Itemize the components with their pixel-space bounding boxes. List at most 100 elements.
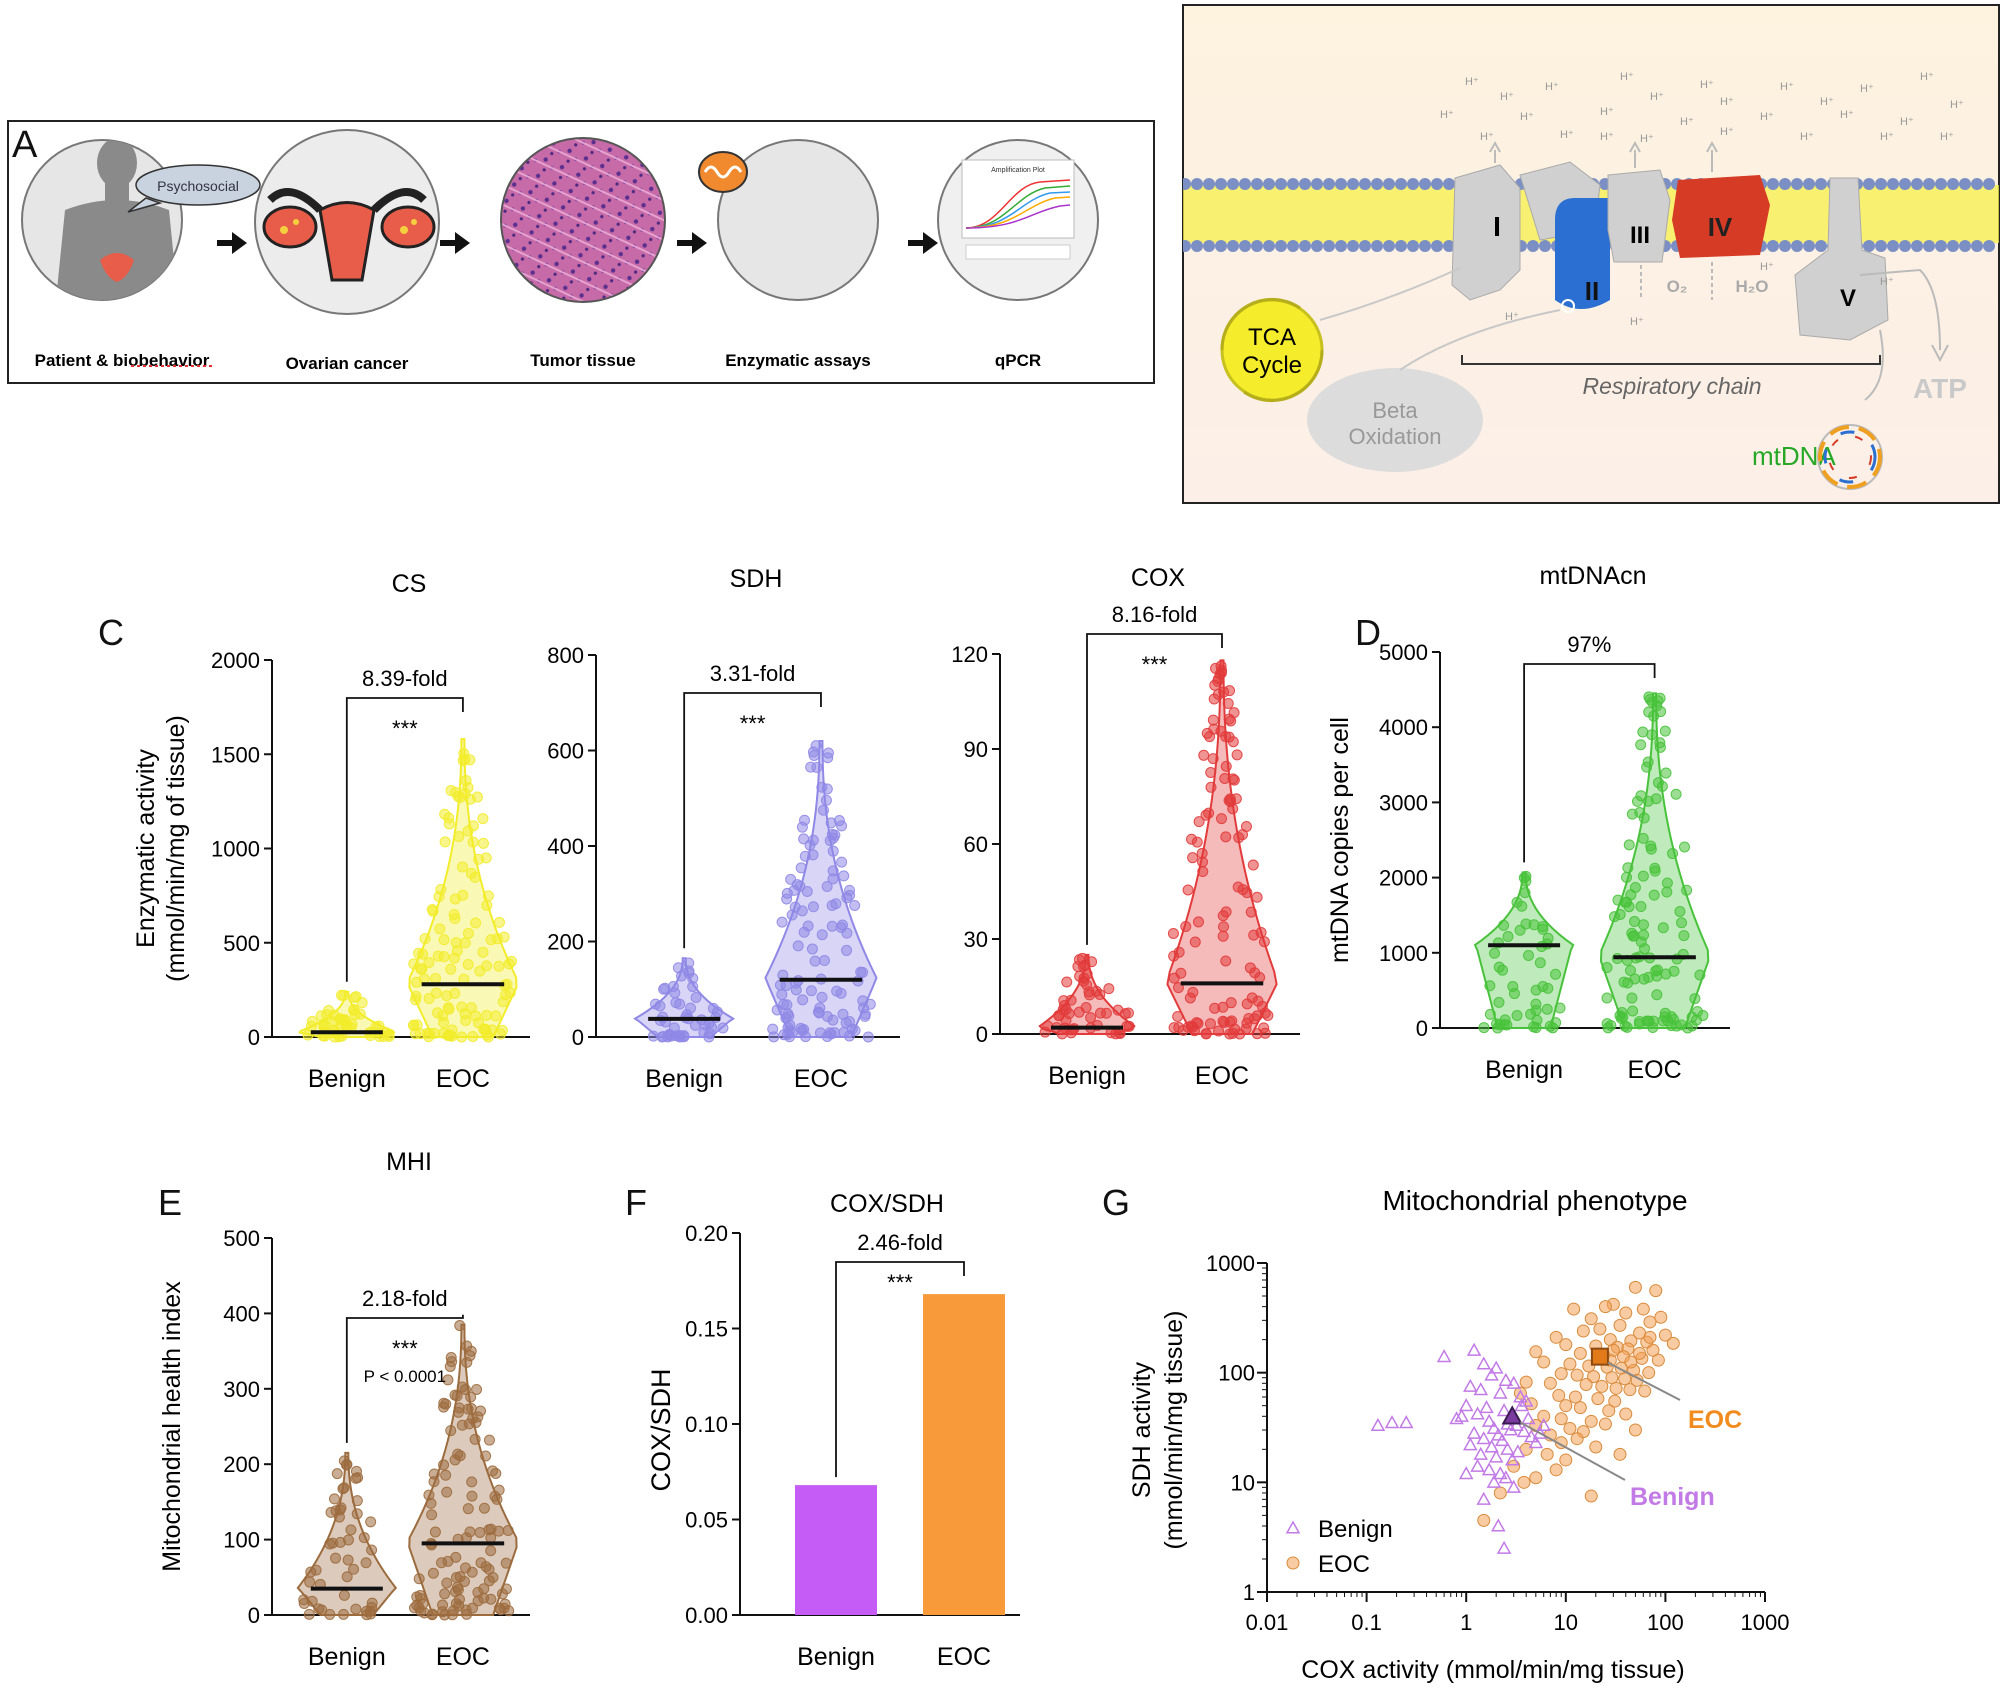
centroid-benign: [1501, 1405, 1523, 1425]
data-point: [438, 1027, 450, 1039]
lipid-head: [1539, 240, 1551, 252]
proton-label: H⁺: [1630, 316, 1644, 328]
lipid-head: [1191, 178, 1203, 190]
data-point: [1168, 950, 1180, 962]
tca-cycle-icon: [1220, 297, 1324, 403]
data-point: [789, 901, 801, 913]
data-point-eoc: [1649, 1284, 1663, 1298]
data-point-eoc: [1537, 1355, 1551, 1369]
data-point-eoc: [1643, 1315, 1657, 1329]
data-point: [829, 1027, 841, 1039]
data-point: [1205, 766, 1217, 778]
data-point: [1237, 884, 1249, 896]
x-category-label: Benign: [1485, 1056, 1563, 1084]
data-point: [462, 927, 474, 939]
data-point-benign: [1481, 1462, 1497, 1476]
data-point: [1167, 927, 1179, 939]
data-point: [462, 825, 474, 837]
lipid-head: [1419, 240, 1431, 252]
data-point-benign: [1458, 1398, 1474, 1412]
data-point-benign: [1463, 1378, 1478, 1392]
data-point: [1657, 922, 1669, 934]
proton-label: H⁺: [1640, 133, 1654, 145]
data-point: [408, 1019, 420, 1031]
psychosocial-bubble-label: Psychosocial: [157, 178, 239, 194]
data-point: [1231, 749, 1243, 761]
significance-bracket: [1523, 663, 1656, 863]
data-point: [452, 790, 464, 802]
data-point: [821, 783, 833, 795]
lipid-head: [1419, 178, 1431, 190]
data-point-eoc: [1643, 1330, 1657, 1344]
data-point-benign: [1516, 1424, 1532, 1438]
data-point: [1601, 962, 1613, 974]
fold-change-label: 8.16-fold: [1112, 602, 1198, 627]
data-point: [1251, 891, 1263, 903]
data-point: [1094, 1007, 1106, 1019]
data-point-benign: [1496, 1540, 1512, 1554]
bar-eoc: [923, 1294, 1005, 1615]
data-point: [690, 991, 702, 1003]
data-point: [849, 899, 861, 911]
data-point: [1255, 927, 1267, 939]
data-point: [435, 883, 447, 895]
data-point-eoc: [1642, 1366, 1656, 1380]
data-point: [1621, 871, 1633, 883]
data-point: [1220, 760, 1232, 772]
lipid-head: [1779, 240, 1791, 252]
data-point: [1223, 713, 1235, 725]
data-point: [1080, 1001, 1092, 1013]
data-point-benign: [1398, 1415, 1414, 1429]
data-point: [428, 1468, 440, 1480]
lipid-head: [1263, 240, 1275, 252]
lipid-head: [1251, 178, 1263, 190]
lipid-head: [1791, 178, 1803, 190]
data-point: [1641, 761, 1653, 773]
data-point: [1681, 884, 1693, 896]
data-point: [1629, 916, 1641, 928]
chart-title: mtDNAcn: [1540, 562, 1647, 590]
significance-stars: ***: [1142, 652, 1168, 677]
data-point: [1057, 1004, 1069, 1016]
y-tick-label: 0.15: [685, 1317, 728, 1342]
data-point: [461, 1340, 473, 1352]
data-point: [421, 1027, 433, 1039]
data-point-benign: [1488, 1449, 1504, 1463]
lipid-head: [1983, 178, 1995, 190]
data-point: [454, 1320, 466, 1332]
data-point: [1180, 920, 1192, 932]
lipid-head: [1875, 178, 1887, 190]
y-tick-label: 30: [964, 927, 988, 952]
data-point: [306, 1015, 318, 1027]
data-point: [1654, 692, 1666, 704]
data-point-benign: [1449, 1411, 1464, 1425]
data-point: [349, 992, 361, 1004]
data-point: [1542, 932, 1554, 944]
proton-label: H⁺: [1560, 129, 1574, 141]
data-point: [1192, 916, 1204, 928]
data-point-eoc: [1646, 1343, 1660, 1357]
data-point: [500, 1557, 512, 1569]
data-point: [1207, 714, 1219, 726]
lipid-head: [1287, 178, 1299, 190]
lipid-head: [1215, 178, 1227, 190]
lipid-head: [1911, 178, 1923, 190]
lipid-head: [1971, 178, 1983, 190]
data-point: [1612, 894, 1624, 906]
data-point: [360, 1557, 372, 1569]
data-point: [469, 1433, 481, 1445]
data-point-benign: [1486, 1474, 1502, 1488]
data-point: [704, 1028, 716, 1040]
data-point: [781, 887, 793, 899]
data-point: [429, 1526, 441, 1538]
y-tick-label: 10: [1231, 1470, 1255, 1495]
data-point: [465, 1403, 477, 1415]
x-category-label: EOC: [436, 1065, 490, 1093]
data-point: [383, 1030, 395, 1042]
data-point-eoc: [1638, 1384, 1652, 1398]
data-point-eoc: [1593, 1322, 1607, 1336]
data-point: [1198, 749, 1210, 761]
data-point: [674, 1030, 686, 1042]
data-point: [348, 1563, 360, 1575]
mtdna-circle-icon: [1817, 424, 1883, 490]
